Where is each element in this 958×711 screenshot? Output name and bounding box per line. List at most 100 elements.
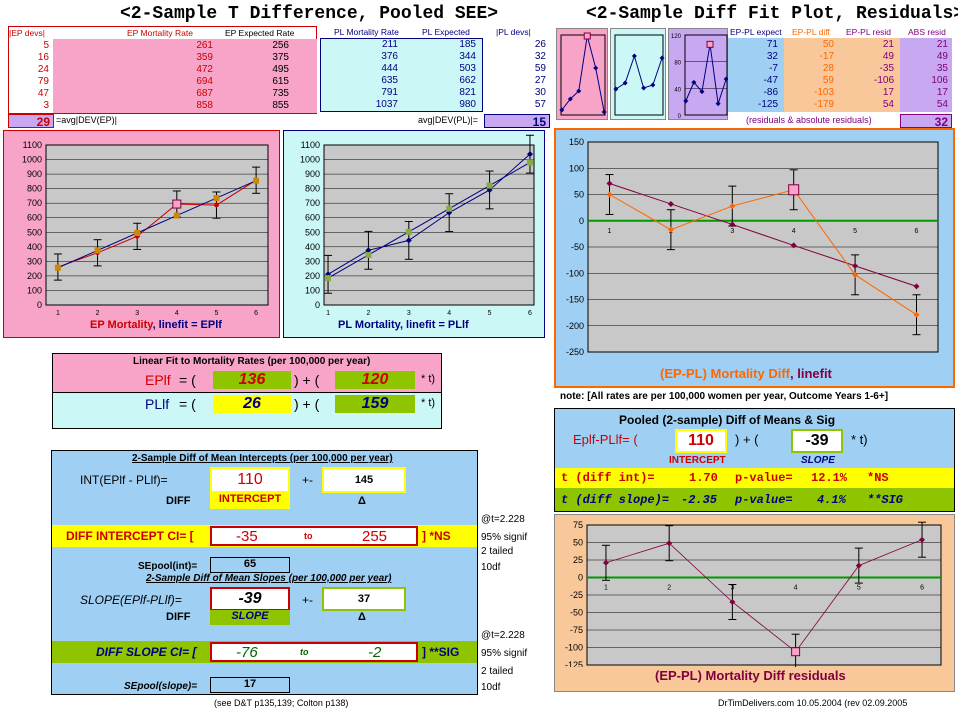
int-ci-high: 255 bbox=[362, 528, 388, 545]
data-point bbox=[788, 184, 800, 196]
data-point bbox=[559, 107, 565, 113]
linear-fit-title: Linear Fit to Mortality Rates (per 100,0… bbox=[133, 356, 371, 367]
pl-lf-slope: 159 bbox=[335, 395, 415, 413]
t-int-val: 1.70 bbox=[689, 471, 718, 485]
side-tail2: 2 tailed bbox=[481, 666, 514, 677]
sepool-slope-label: SEpool(slope)= bbox=[124, 681, 198, 692]
slope-delta-val: 37 bbox=[322, 587, 406, 611]
plot-area bbox=[45, 144, 269, 306]
ep-lf-slope: 120 bbox=[335, 371, 415, 389]
data-point bbox=[526, 159, 533, 166]
y-tick-label: 400 bbox=[27, 242, 42, 252]
ep-chart-label-a: EP Mortality bbox=[90, 319, 153, 331]
side-t2: @t=2.228 bbox=[481, 630, 525, 641]
pl-avg-label: avg|DEV(PL)|= bbox=[418, 115, 478, 125]
resid-table: EP-PL expect EP-PL diff EP-PL resid ABS … bbox=[728, 26, 952, 114]
t-int-row: t (diff int)= 1.70 p-value= 12.1% *NS bbox=[555, 468, 954, 488]
int-ci-low: -35 bbox=[236, 528, 258, 545]
ep-lf-label: EPlf bbox=[145, 372, 171, 388]
x-tick-label: 2 bbox=[96, 310, 100, 317]
mini-chart-ep-wrap bbox=[556, 28, 608, 120]
pl-lf-label: PLlf bbox=[145, 396, 170, 412]
x-tick-label: 6 bbox=[528, 310, 532, 317]
y-tick-label: -50 bbox=[571, 242, 584, 252]
data-point bbox=[134, 230, 141, 236]
data-point bbox=[667, 200, 674, 207]
pl-chart-label-b: , linefit = PLlf bbox=[399, 319, 469, 331]
ep-table-cell: 735 bbox=[272, 88, 289, 99]
y-tick-label: -100 bbox=[566, 268, 584, 278]
data-point bbox=[602, 559, 609, 566]
resid-table-cell: 49 bbox=[882, 51, 894, 62]
data-point bbox=[622, 80, 628, 86]
linear-fit-box: Linear Fit to Mortality Rates (per 100,0… bbox=[52, 353, 442, 429]
ep-header-devs: |EP devs| bbox=[9, 28, 45, 38]
int-ci-row: DIFF INTERCEPT CI= [ -35 to 255 ] *NS bbox=[52, 525, 477, 547]
int-ci-label: DIFF INTERCEPT CI= [ bbox=[66, 529, 194, 543]
series-line-0 bbox=[605, 539, 923, 653]
pl-table-cell: 821 bbox=[459, 87, 476, 98]
data-point bbox=[852, 262, 859, 269]
data-point bbox=[567, 96, 573, 102]
resid-table-cell: -7 bbox=[769, 63, 778, 74]
int-diff-label: DIFF bbox=[166, 495, 191, 507]
ep-chart-panel: 0 100 200 300 400 500 600 700 800 900 1000 1100 1 2 3 4… bbox=[3, 130, 280, 338]
x-tick-label: 1 bbox=[604, 585, 608, 592]
ep-table-cell: 24 bbox=[37, 64, 49, 75]
ep-avg: 29 bbox=[8, 114, 54, 129]
series-line-0 bbox=[327, 153, 531, 275]
resid-table-cell: 71 bbox=[766, 39, 778, 50]
resid-table-cell: 28 bbox=[822, 63, 834, 74]
data-point bbox=[606, 180, 613, 187]
x-tick-label: 3 bbox=[730, 228, 734, 235]
p-int-label: p-value= bbox=[735, 471, 793, 485]
data-point bbox=[583, 32, 591, 40]
data-point bbox=[405, 237, 412, 244]
series-line-0 bbox=[609, 183, 917, 287]
pl-lf-t: * t) bbox=[421, 397, 436, 409]
ep-lf-t: * t) bbox=[421, 373, 436, 385]
slope-ci-sig: ] **SIG bbox=[422, 645, 460, 659]
y-tick-label: 600 bbox=[305, 213, 320, 223]
resid-chart-label: (EP-PL) Mortality Diff residuals bbox=[655, 668, 846, 683]
t-int-label: t (diff int)= bbox=[561, 471, 655, 485]
y-tick-label: -250 bbox=[566, 347, 584, 357]
resid-table-cell: -86 bbox=[763, 87, 778, 98]
pooled-slope-label: SLOPE bbox=[801, 455, 835, 466]
y-tick-label: 25 bbox=[573, 555, 583, 565]
side-sig2: 95% signif bbox=[481, 648, 528, 659]
x-tick-label: 5 bbox=[853, 228, 857, 235]
t-slope-label: t (diff slope)= bbox=[561, 493, 670, 507]
slope-ci-to: to bbox=[300, 647, 309, 657]
resid-header-resid: EP-PL resid bbox=[846, 27, 892, 37]
y-tick-label: 50 bbox=[574, 190, 584, 200]
slope-label: SLOPE(EPlf-PLlf)= bbox=[80, 593, 182, 607]
y-tick-label: 0 bbox=[579, 216, 584, 226]
pl-header-expected: PL Expected bbox=[422, 27, 470, 37]
resid-chart: -125-100-75-50-250255075123456 bbox=[565, 520, 942, 670]
y-tick-label: 1000 bbox=[22, 155, 42, 165]
int-diff-name: INTERCEPT bbox=[210, 493, 290, 509]
ep-table-cell: 855 bbox=[272, 100, 289, 111]
y-tick-label: 150 bbox=[569, 137, 584, 147]
data-point bbox=[526, 151, 533, 158]
footer-ref: (see D&T p135,139; Colton p138) bbox=[214, 698, 349, 708]
pl-chart-label: PL Mortality, linefit = PLlf bbox=[338, 319, 469, 331]
resid-table-cell: 54 bbox=[882, 99, 894, 110]
y-tick-label: -75 bbox=[570, 625, 583, 635]
x-tick-label: 4 bbox=[794, 585, 798, 592]
p-int-val: 12.1% bbox=[811, 471, 848, 485]
ep-header-expected: EP Expected Rate bbox=[225, 28, 295, 38]
y-tick-label: 50 bbox=[573, 538, 583, 548]
y-tick-label: 500 bbox=[27, 227, 42, 237]
y-tick-label: 80 bbox=[674, 61, 681, 67]
y-tick-label: 120 bbox=[671, 34, 682, 40]
data-point bbox=[659, 55, 665, 61]
mini-chart-pl-wrap bbox=[610, 28, 666, 120]
x-tick-label: 1 bbox=[326, 310, 330, 317]
resid-table-cell: -106 bbox=[873, 75, 894, 86]
pooled-title: Pooled (2-sample) Diff of Means & Sig bbox=[619, 413, 836, 427]
data-point bbox=[253, 177, 260, 184]
data-point bbox=[729, 221, 736, 228]
pooled-slope: -39 bbox=[791, 429, 843, 453]
